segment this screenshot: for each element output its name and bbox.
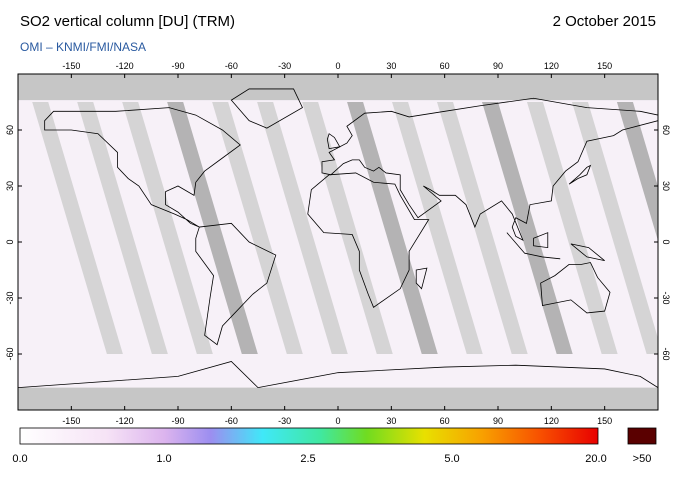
polar-night (18, 387, 658, 410)
lat-tick-label-right: 30 (661, 181, 671, 191)
swath (212, 101, 303, 355)
swath (77, 101, 168, 355)
swaths (32, 101, 676, 355)
lon-tick-label-top: -150 (62, 61, 80, 71)
madagascar (416, 268, 427, 289)
colorbar-overflow (627, 427, 657, 445)
lon-tick-label-top: 60 (440, 61, 450, 71)
colorbar-label: 5.0 (444, 453, 459, 465)
swath (437, 101, 528, 355)
swath (526, 101, 618, 355)
lat-tick-label-right: -30 (661, 291, 671, 304)
indonesia (507, 233, 605, 261)
source: OMI – KNMI/FMI/NASA (20, 40, 146, 54)
lon-tick-label-top: -60 (225, 61, 238, 71)
lon-tick-label-top: 90 (493, 61, 503, 71)
lon-tick-label-bottom: -30 (278, 416, 291, 426)
polar-night (18, 74, 658, 101)
colorbar-label: 0.0 (12, 453, 27, 465)
colorbar-label: 1.0 (156, 453, 171, 465)
lon-tick-label-bottom: 60 (440, 416, 450, 426)
lat-tick-label-left: -30 (5, 291, 15, 304)
lon-tick-label-bottom: 150 (597, 416, 612, 426)
colorbar-labels: 0.0 1.0 2.5 5.0 20.0 (12, 453, 606, 465)
lon-tick-label-top: 30 (386, 61, 396, 71)
australia (541, 263, 610, 313)
lat-tick-label-left: 0 (5, 239, 15, 244)
lon-tick-label-top: 150 (597, 61, 612, 71)
lon-tick-label-top: 120 (544, 61, 559, 71)
greenland (231, 89, 302, 128)
africa (308, 173, 429, 307)
lon-tick-label-bottom: 90 (493, 416, 503, 426)
lon-tick-label-bottom: 30 (386, 416, 396, 426)
swath (257, 101, 348, 355)
swath (571, 101, 658, 355)
colorbar-label: 20.0 (585, 453, 606, 465)
map (18, 74, 676, 410)
coastlines (18, 89, 658, 388)
swath (167, 101, 258, 355)
colorbar-overflow-label: >50 (633, 453, 652, 465)
lon-tick-label-bottom: -60 (225, 416, 238, 426)
ticks: -150 -150 -120 -120 -90 -90 -60 -60 -30 -30 0 0 30 30… (5, 61, 671, 426)
lon-tick-label-top: 0 (335, 61, 340, 71)
lon-tick-label-bottom: -120 (116, 416, 134, 426)
north-america (45, 108, 241, 227)
south-america (196, 223, 276, 344)
lat-tick-label-right: -60 (661, 347, 671, 360)
lon-tick-label-bottom: 0 (335, 416, 340, 426)
swath (482, 101, 573, 355)
swath (122, 101, 213, 355)
lat-tick-label-right: 0 (661, 239, 671, 244)
lon-tick-label-bottom: -90 (171, 416, 184, 426)
lon-tick-label-bottom: -150 (62, 416, 80, 426)
swath (392, 101, 483, 355)
colorbar-label: 2.5 (300, 453, 315, 465)
japan (569, 165, 590, 184)
swath (302, 101, 393, 355)
swath (662, 102, 676, 354)
swath (347, 101, 438, 355)
lon-tick-label-bottom: 120 (544, 416, 559, 426)
lat-tick-label-left: 60 (5, 125, 15, 135)
swath (32, 101, 123, 355)
date: 2 October 2015 (553, 13, 656, 30)
map-background (18, 74, 658, 410)
lon-tick-label-top: -30 (278, 61, 291, 71)
lon-tick-label-top: -120 (116, 61, 134, 71)
eurasia (322, 98, 658, 240)
map-layers (18, 74, 676, 410)
lon-tick-label-top: -90 (171, 61, 184, 71)
lat-tick-label-left: -60 (5, 347, 15, 360)
antarctica (18, 361, 658, 387)
lat-tick-label-left: 30 (5, 181, 15, 191)
colorbar (19, 427, 599, 445)
britain (327, 134, 339, 149)
lat-tick-label-right: 60 (661, 125, 671, 135)
title: SO2 vertical column [DU] (TRM) (20, 13, 235, 30)
